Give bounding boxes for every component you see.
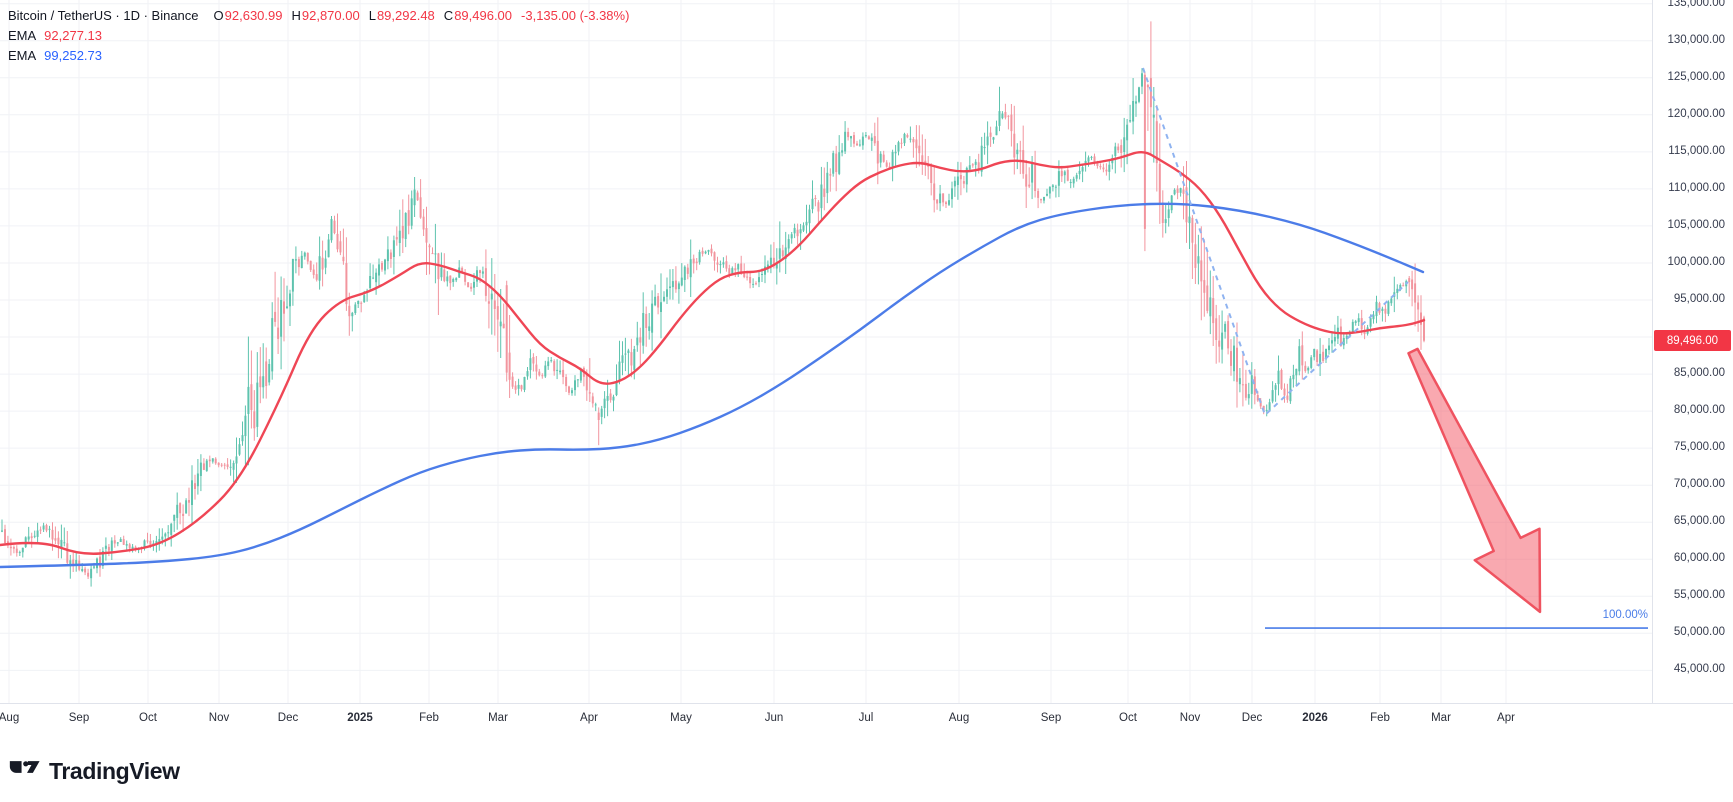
price-axis[interactable]: 135,000.00 130,000.00 125,000.00 120,000.00… [1652, 0, 1733, 703]
symbol-legend-main-row[interactable]: Bitcoin / TetherUS · 1D · Binance O 92,6… [8, 8, 629, 28]
price-tick-label: 85,000.00 [1673, 367, 1725, 380]
time-tick-label: Aug [948, 712, 970, 724]
price-tick-label: 70,000.00 [1673, 478, 1725, 491]
ema-slow-line[interactable] [0, 202, 1425, 569]
price-tick-label: 65,000.00 [1673, 515, 1725, 528]
price-tick-label: 75,000.00 [1673, 441, 1725, 454]
last-price-badge-text: 89,496.00 [1666, 334, 1719, 347]
time-tick-label: Feb [1370, 712, 1390, 724]
trend-dashed-line[interactable] [1142, 67, 1409, 417]
change-value: -3,135.00 (-3.38%) [521, 8, 630, 23]
tradingview-logo-icon [9, 760, 40, 773]
price-tick-label: 125,000.00 [1667, 70, 1725, 83]
open-label: O [213, 8, 224, 23]
down-arrow-drawing[interactable] [1407, 347, 1542, 614]
low-value: 89,292.48 [376, 8, 435, 23]
price-tick-label: 105,000.00 [1667, 218, 1725, 231]
ema-slow-value: 99,252.73 [44, 48, 103, 63]
time-tick-label: Apr [1497, 712, 1515, 724]
time-tick-label: Jun [764, 712, 784, 724]
price-tick-label: 60,000.00 [1673, 552, 1725, 565]
time-tick-label: May [670, 712, 692, 724]
price-tick-label: 80,000.00 [1673, 404, 1725, 417]
price-tick-label: 100,000.00 [1667, 255, 1725, 268]
time-tick-label: Aug [0, 712, 20, 724]
time-tick-label: Mar [488, 712, 508, 724]
time-tick-label: Nov [1179, 712, 1201, 724]
open-value: 92,630.99 [224, 8, 283, 23]
close-value: 89,496.00 [454, 8, 513, 23]
time-tick-label: Mar [1431, 712, 1451, 724]
time-tick-label: Oct [1119, 712, 1137, 724]
time-tick-label: Feb [419, 712, 439, 724]
ema-slow-legend-row[interactable]: EMA 99,252.73 [8, 48, 629, 68]
symbol-title[interactable]: Bitcoin / TetherUS · 1D · Binance [8, 8, 199, 23]
time-tick-label: Dec [1241, 712, 1263, 724]
ema-fast-line[interactable] [0, 151, 1426, 555]
high-label: H [291, 8, 301, 23]
fib-extension-label: 100.00% [1602, 609, 1648, 622]
time-tick-label: Oct [139, 712, 157, 724]
price-tick-label: 110,000.00 [1668, 181, 1725, 194]
low-label: L [368, 8, 376, 23]
price-tick-label: 50,000.00 [1673, 626, 1725, 639]
price-tick-label: 120,000.00 [1667, 107, 1725, 120]
time-tick-label: Dec [277, 712, 299, 724]
price-tick-label: 45,000.00 [1673, 663, 1725, 676]
close-label: C [443, 8, 454, 23]
price-tick-label: 130,000.00 [1667, 33, 1725, 46]
price-tick-label: 95,000.00 [1673, 293, 1725, 305]
time-tick-label: Nov [208, 712, 230, 724]
last-price-badge[interactable]: 89,496.00 [1654, 330, 1731, 352]
tradingview-logo-text: TradingView [49, 758, 180, 784]
price-tick-label: 135,000.00 [1667, 0, 1725, 9]
ema-fast-legend-row[interactable]: EMA 92,277.13 [8, 28, 629, 48]
ema-fast-label: EMA [8, 28, 37, 43]
high-value: 92,870.00 [301, 8, 360, 23]
ema-slow-label: EMA [8, 48, 37, 63]
price-tick-label: 55,000.00 [1673, 589, 1725, 602]
symbol-legend: Bitcoin / TetherUS · 1D · Binance O 92,6… [8, 8, 629, 68]
time-axis[interactable]: Aug Sep Oct Nov Dec 2025 Feb Mar Apr May Jun Jul Aug… [0, 703, 1733, 734]
time-tick-label: 2025 [347, 712, 373, 724]
time-tick-label: Sep [68, 712, 90, 724]
ema-fast-value: 92,277.13 [44, 28, 103, 43]
time-tick-label: 2026 [1302, 712, 1328, 724]
time-tick-label: Sep [1040, 712, 1062, 724]
candlestick-series [1, 21, 1425, 587]
time-tick-label: Jul [858, 712, 874, 724]
price-tick-label: 115,000.00 [1668, 144, 1725, 157]
time-tick-label: Apr [580, 712, 598, 724]
tradingview-logo[interactable]: TradingView [9, 758, 180, 785]
